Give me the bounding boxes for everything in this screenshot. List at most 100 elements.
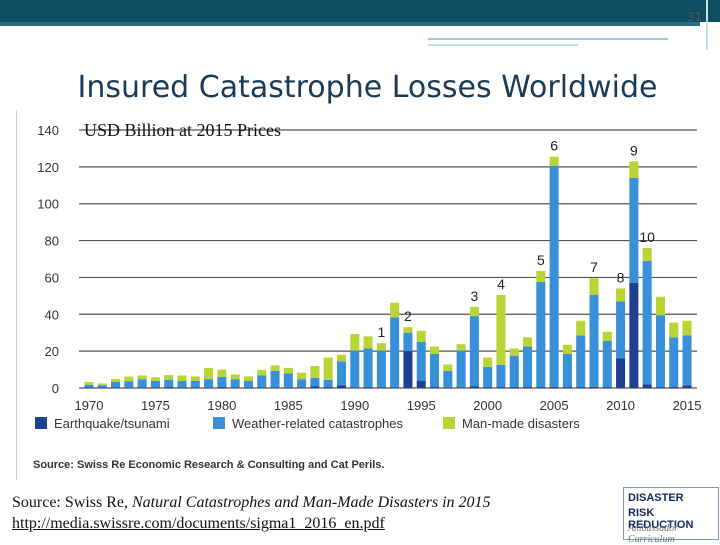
- bar-segment: [417, 342, 426, 381]
- x-tick-label: 2015: [673, 398, 702, 413]
- bar-segment: [589, 278, 598, 295]
- bar-segment: [430, 347, 439, 354]
- bar-segment: [324, 358, 333, 380]
- bar-segment: [603, 387, 612, 388]
- bar-segment: [151, 387, 160, 388]
- event-label: 5: [537, 252, 545, 268]
- legend-swatch: [35, 417, 47, 429]
- bar-segment: [510, 348, 519, 355]
- bar-segment: [297, 379, 306, 387]
- bar-segment: [470, 386, 479, 388]
- bar-segment: [536, 271, 545, 282]
- bar-segment: [576, 335, 585, 387]
- bar-segment: [483, 367, 492, 387]
- legend-label: Man-made disasters: [462, 416, 580, 431]
- x-tick-label: 1975: [141, 398, 170, 413]
- bar-segment: [483, 387, 492, 388]
- bar-segment: [284, 368, 293, 374]
- chart-source-note: Source: Swiss Re Economic Research & Con…: [33, 459, 384, 471]
- source-citation: Source: Swiss Re, Natural Catastrophes a…: [12, 492, 617, 534]
- bar-segment: [403, 327, 412, 333]
- x-tick-label: 1980: [207, 398, 236, 413]
- bar-segment: [164, 380, 173, 387]
- bar-segment: [271, 387, 280, 388]
- bar-segment: [563, 387, 572, 388]
- header-bar: [0, 0, 720, 22]
- bar-segment: [377, 387, 386, 388]
- x-tick-label: 2000: [473, 398, 502, 413]
- bar-segment: [350, 351, 359, 388]
- bar-segment: [457, 351, 466, 388]
- y-tick-label: 120: [37, 160, 59, 175]
- bar-segment: [550, 166, 559, 387]
- bar-segment: [284, 373, 293, 387]
- y-tick-label: 0: [52, 381, 59, 396]
- bar-segment: [496, 365, 505, 387]
- y-tick-label: 140: [37, 123, 59, 138]
- bar-segment: [310, 378, 319, 386]
- x-tick-label: 2005: [540, 398, 569, 413]
- bar-segment: [337, 385, 346, 388]
- event-label: 3: [470, 288, 478, 304]
- bar-segment: [656, 315, 665, 387]
- bar-segment: [643, 261, 652, 384]
- bar-segment: [271, 365, 280, 371]
- bar-segment: [443, 387, 452, 388]
- bar-segment: [350, 334, 359, 351]
- bar-segment: [350, 387, 359, 388]
- bar-segment: [111, 382, 120, 388]
- bar-segment: [284, 387, 293, 388]
- bar-segment: [337, 361, 346, 385]
- event-label: 4: [497, 276, 505, 292]
- bar-segment: [669, 323, 678, 338]
- logo-line-3: Ambassador Curriculum: [628, 523, 718, 545]
- bar-segment: [377, 351, 386, 388]
- bar-segment: [563, 345, 572, 354]
- header-accent-line: [706, 0, 708, 50]
- y-tick-label: 100: [37, 197, 59, 212]
- bar-segment: [656, 387, 665, 388]
- slide-number: 31: [678, 10, 702, 24]
- bar-segment: [231, 387, 240, 388]
- bar-segment: [310, 366, 319, 378]
- bar-segment: [84, 382, 93, 385]
- logo-line-1: DISASTER: [628, 492, 684, 504]
- bar-segment: [496, 387, 505, 388]
- event-label: 1: [377, 324, 385, 340]
- bar-segment: [217, 387, 226, 388]
- bar-segment: [523, 337, 532, 346]
- bar-segment: [510, 356, 519, 387]
- bar-segment: [417, 331, 426, 342]
- y-tick-label: 40: [45, 307, 59, 322]
- bar-segment: [177, 387, 186, 388]
- bar-segment: [377, 343, 386, 350]
- bar-segment: [656, 297, 665, 315]
- bar-segment: [164, 375, 173, 380]
- bar-segment: [244, 387, 253, 388]
- bar-segment: [457, 387, 466, 388]
- y-tick-label: 20: [45, 344, 59, 359]
- bar-segment: [523, 387, 532, 388]
- bar-segment: [417, 381, 426, 388]
- bar-segment: [483, 358, 492, 367]
- bar-segment: [324, 387, 333, 388]
- x-tick-label: 2010: [606, 398, 635, 413]
- header-accent-line: [428, 38, 668, 40]
- bar-segment: [589, 387, 598, 388]
- legend-swatch: [443, 417, 455, 429]
- source-link[interactable]: http://media.swissre.com/documents/sigma…: [12, 515, 385, 532]
- bar-segment: [364, 336, 373, 348]
- event-label: 10: [639, 229, 655, 245]
- bar-segment: [470, 307, 479, 316]
- source-prefix: Source: Swiss Re,: [12, 494, 132, 511]
- header-accent-line: [428, 44, 578, 46]
- bar-segment: [231, 375, 240, 380]
- bar-segment: [257, 375, 266, 387]
- bar-segment: [550, 157, 559, 166]
- bar-segment: [151, 377, 160, 381]
- slide-title: Insured Catastrophe Losses Worldwide: [0, 70, 720, 105]
- bar-segment: [563, 354, 572, 387]
- bar-segment: [430, 354, 439, 387]
- bar-segment: [643, 384, 652, 388]
